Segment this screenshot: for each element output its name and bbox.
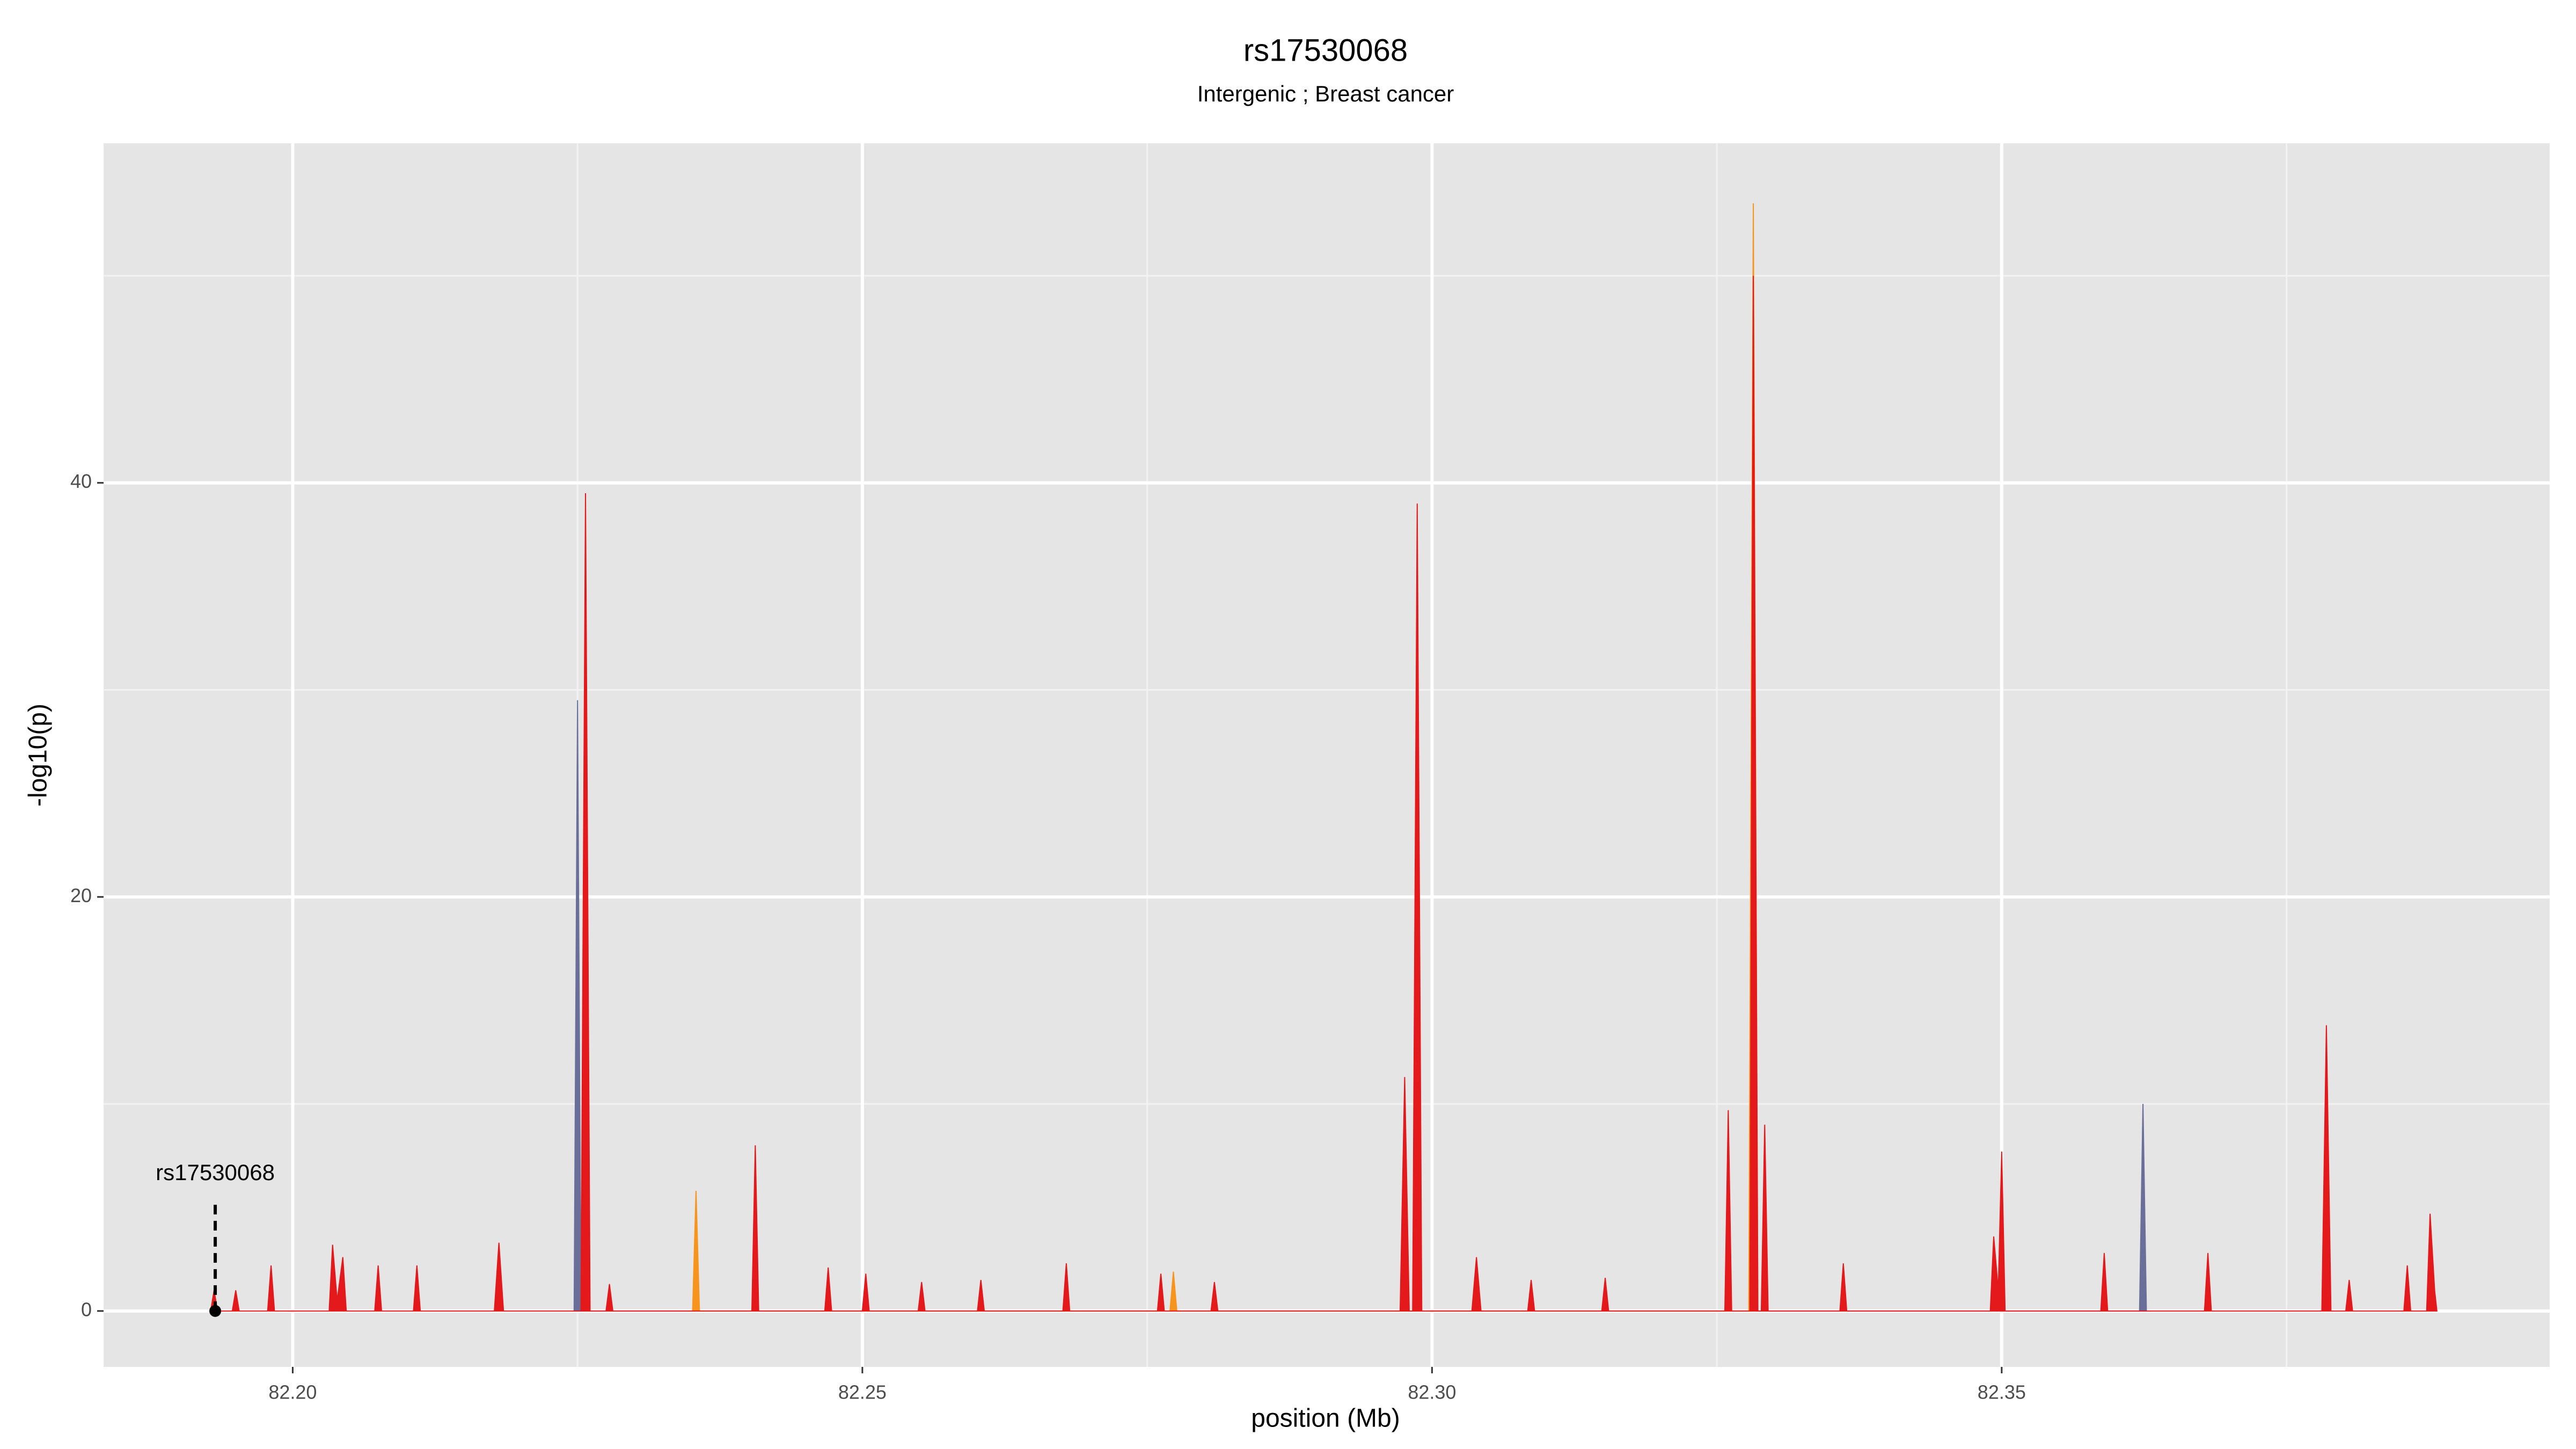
plot-panel	[104, 143, 2550, 1367]
y-tick-label: 40	[70, 470, 92, 492]
annotation-point	[209, 1305, 222, 1317]
x-tick-label: 82.30	[1408, 1381, 1456, 1403]
area	[210, 275, 2438, 1312]
x-tick-label: 82.25	[838, 1381, 887, 1403]
y-tick-label: 20	[70, 884, 92, 906]
y-tick-label: 0	[81, 1298, 92, 1320]
annotation-label: rs17530068	[156, 1160, 275, 1185]
x-tick-label: 82.35	[1978, 1381, 2026, 1403]
x-tick-label: 82.20	[268, 1381, 317, 1403]
x-axis-label: position (Mb)	[1251, 1404, 1400, 1433]
chart-title: rs17530068	[1243, 33, 1408, 68]
y-axis-label: -log10(p)	[24, 704, 53, 807]
chart-subtitle: Intergenic ; Breast cancer	[1197, 81, 1454, 106]
